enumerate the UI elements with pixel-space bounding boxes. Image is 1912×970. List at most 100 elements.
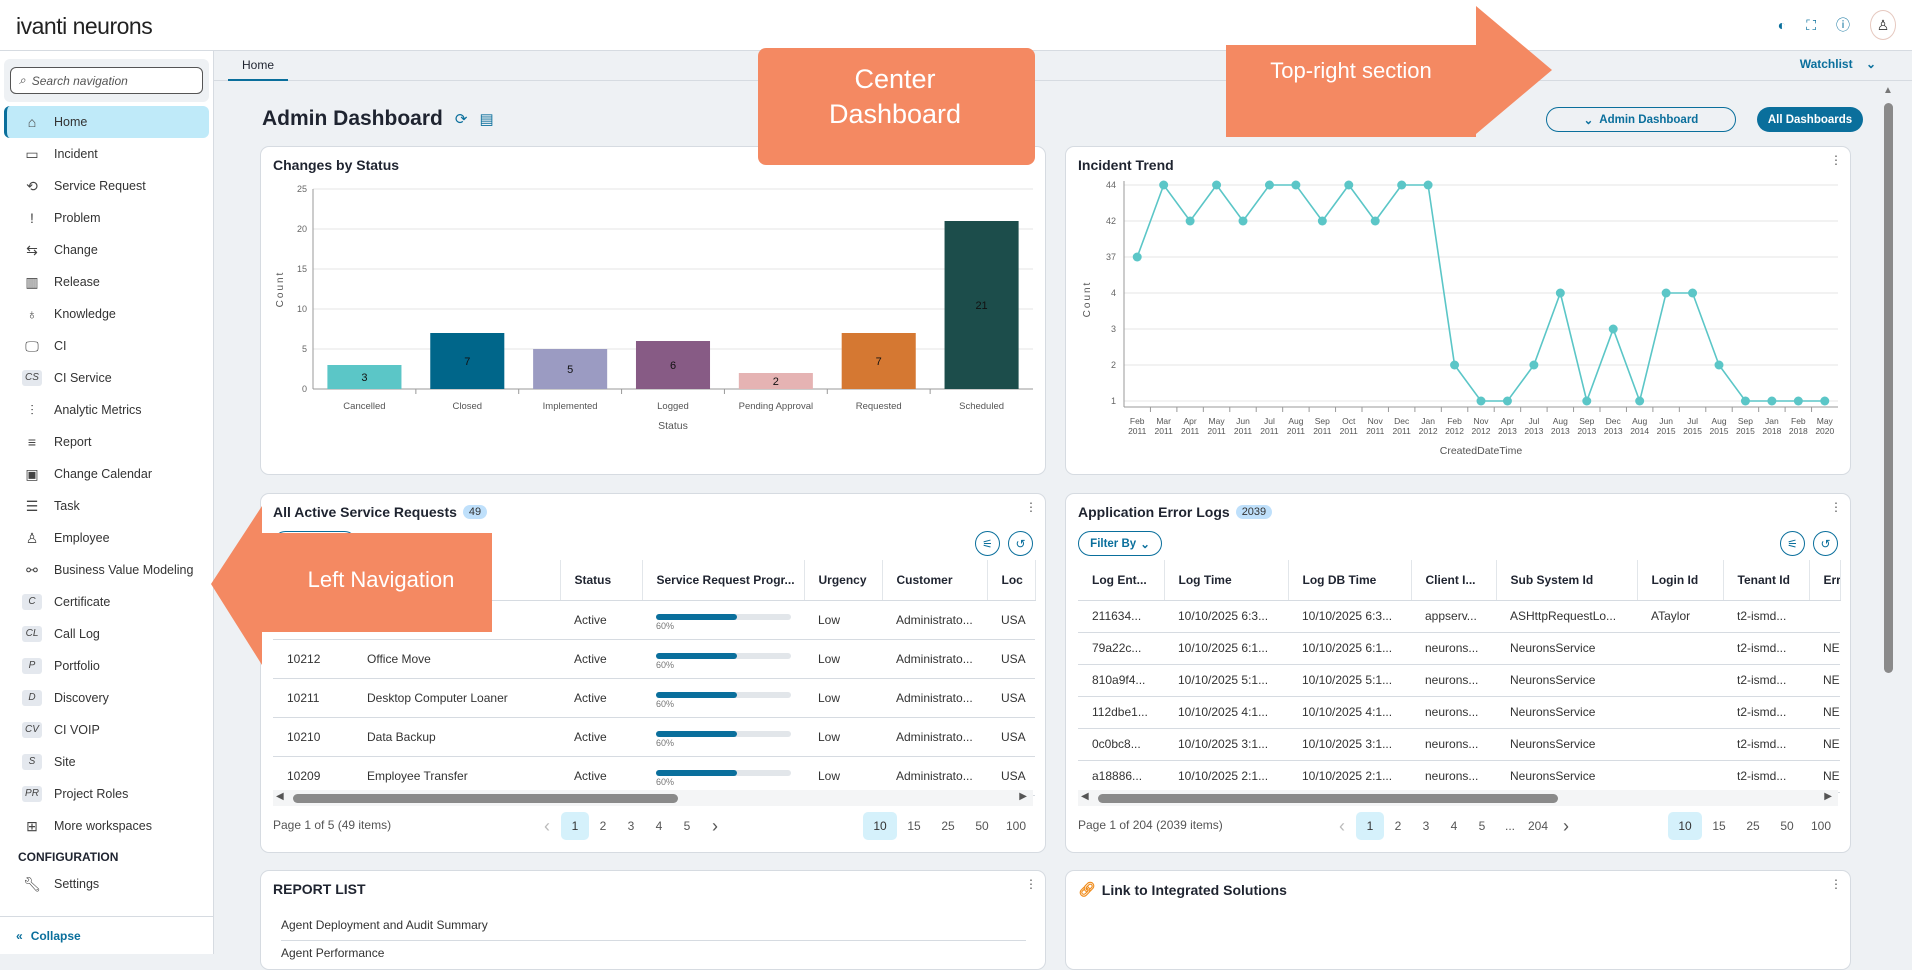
sidebar-item-more-workspaces[interactable]: ⊞ More workspaces <box>4 810 209 842</box>
sidebar-item-ci-service[interactable]: CS CI Service <box>4 362 209 394</box>
table-row[interactable]: 810a9f4... 10/10/2025 5:1... 10/10/2025 5:… <box>1078 664 1840 697</box>
table-row[interactable]: Active 60% Low Administrato... USA <box>273 600 1035 640</box>
column-header[interactable]: Login Id <box>1637 560 1724 601</box>
sidebar-item-employee[interactable]: ♙ Employee <box>4 522 209 554</box>
column-header[interactable]: Urgency <box>804 560 883 601</box>
page-size-option[interactable]: 15 <box>1712 819 1726 833</box>
search-navigation-input[interactable]: ⌕ Search navigation <box>10 67 203 94</box>
horizontal-scrollbar[interactable]: ◀ ▶ <box>273 790 1033 806</box>
page-button[interactable]: 1 <box>561 812 589 840</box>
column-header[interactable]: Log DB Time <box>1288 560 1412 601</box>
page-button[interactable]: 5 <box>683 819 691 833</box>
column-settings-button[interactable]: ⚟ <box>975 531 1000 556</box>
page-button[interactable]: 5 <box>1478 819 1486 833</box>
filter-by-button[interactable]: Filter By ⌄ <box>1078 531 1162 556</box>
prev-page-icon[interactable]: ‹ <box>544 816 550 836</box>
column-header[interactable]: Loc <box>987 560 1036 601</box>
next-page-icon[interactable]: › <box>712 816 718 836</box>
table-row[interactable]: 10210 Data Backup Active 60% Low Administrato… <box>273 717 1035 757</box>
table-row[interactable]: 211634... 10/10/2025 6:3... 10/10/2025 6:3… <box>1078 600 1840 633</box>
sidebar-item-service-request[interactable]: ⟲ Service Request <box>4 170 209 202</box>
page-vertical-scrollbar[interactable]: ▲ <box>1880 85 1896 954</box>
page-size-option[interactable]: 50 <box>1780 819 1794 833</box>
page-button[interactable]: 204 <box>1527 819 1549 833</box>
table-row[interactable]: 112dbe1... 10/10/2025 4:1... 10/10/2025 4:… <box>1078 696 1840 729</box>
column-header[interactable]: Status <box>560 560 643 601</box>
more-options-icon[interactable]: ⋮ <box>1025 500 1037 514</box>
sidebar-item-knowledge[interactable]: ♁ Knowledge <box>4 298 209 330</box>
page-button[interactable]: 3 <box>1422 819 1430 833</box>
table-row[interactable]: 0c0bc8... 10/10/2025 3:1... 10/10/2025 3:1… <box>1078 728 1840 761</box>
column-header[interactable]: Tenant Id <box>1723 560 1810 601</box>
layout-icon[interactable]: ▤ <box>479 111 494 128</box>
next-page-icon[interactable]: › <box>1563 816 1569 836</box>
watchlist-dropdown[interactable]: Watchlist ⌄ <box>1799 57 1876 71</box>
refresh-icon[interactable]: ⟳ <box>454 111 468 128</box>
page-button[interactable]: 4 <box>1450 819 1458 833</box>
more-options-icon[interactable]: ⋮ <box>1830 500 1842 514</box>
page-button[interactable]: 3 <box>627 819 635 833</box>
scroll-up-icon[interactable]: ▲ <box>1883 85 1893 96</box>
sidebar-item-portfolio[interactable]: P Portfolio <box>4 650 209 682</box>
sidebar-item-call-log[interactable]: CL Call Log <box>4 618 209 650</box>
page-size-option[interactable]: 25 <box>1746 819 1760 833</box>
page-size-option[interactable]: 100 <box>1005 819 1027 833</box>
sidebar-item-release[interactable]: ▥ Release <box>4 266 209 298</box>
report-link[interactable]: Agent Performance <box>281 946 385 960</box>
table-row[interactable]: 79a22c... 10/10/2025 6:1... 10/10/2025 6:1… <box>1078 632 1840 665</box>
table-row[interactable]: 10212 Office Move Active 60% Low Administrato… <box>273 639 1035 679</box>
column-header[interactable]: Sub System Id <box>1496 560 1638 601</box>
report-link[interactable]: Agent Deployment and Audit Summary <box>281 918 1026 941</box>
prev-page-icon[interactable]: ‹ <box>1339 816 1345 836</box>
page-size-option[interactable]: 50 <box>975 819 989 833</box>
sidebar-item-task[interactable]: ☰ Task <box>4 490 209 522</box>
horizontal-scrollbar[interactable]: ◀ ▶ <box>1078 790 1838 806</box>
page-button[interactable]: 2 <box>599 819 607 833</box>
column-header[interactable]: Error Co <box>1809 560 1841 601</box>
column-settings-button[interactable]: ⚟ <box>1780 531 1805 556</box>
contrast-icon[interactable]: ◐ <box>1777 17 1787 33</box>
page-size-option[interactable]: 25 <box>941 819 955 833</box>
page-size-option[interactable]: 100 <box>1810 819 1832 833</box>
column-header[interactable]: Log Ent... <box>1078 560 1165 601</box>
sidebar-item-certificate[interactable]: C Certificate <box>4 586 209 618</box>
table-row[interactable]: a18886... 10/10/2025 2:1... 10/10/2025 2:1… <box>1078 760 1840 793</box>
page-size-option[interactable]: 15 <box>907 819 921 833</box>
sidebar-item-change-calendar[interactable]: ▣ Change Calendar <box>4 458 209 490</box>
dashboard-select-dropdown[interactable]: ⌄ Admin Dashboard <box>1546 107 1736 132</box>
sidebar-item-incident[interactable]: ▭ Incident <box>4 138 209 170</box>
more-options-icon[interactable]: ⋮ <box>1025 877 1037 891</box>
reset-button[interactable]: ↺ <box>1813 531 1838 556</box>
table-row[interactable]: 10209 Employee Transfer Active 60% Low Admini… <box>273 756 1035 796</box>
column-header[interactable]: Customer <box>882 560 988 601</box>
reset-button[interactable]: ↺ <box>1008 531 1033 556</box>
column-header[interactable]: Client I... <box>1411 560 1497 601</box>
page-size-option[interactable]: 10 <box>1668 812 1702 840</box>
sidebar-item-settings[interactable]: 🔧︎ Settings <box>23 875 100 892</box>
sidebar-item-home[interactable]: ⌂ Home <box>4 106 209 138</box>
page-button[interactable]: 1 <box>1356 812 1384 840</box>
sidebar-item-discovery[interactable]: D Discovery <box>4 682 209 714</box>
sidebar-item-report[interactable]: ≡ Report <box>4 426 209 458</box>
sidebar-item-business-value-modeling[interactable]: ⚯ Business Value Modeling <box>4 554 209 586</box>
sidebar-item-ci-voip[interactable]: CV CI VOIP <box>4 714 209 746</box>
collapse-button[interactable]: «Collapse <box>0 916 213 954</box>
page-size-option[interactable]: 10 <box>863 812 897 840</box>
column-header[interactable]: Service Request Progr... <box>642 560 805 601</box>
sidebar-item-site[interactable]: S Site <box>4 746 209 778</box>
fullscreen-icon[interactable]: ⛶ <box>1806 16 1816 33</box>
sidebar-item-problem[interactable]: ! Problem <box>4 202 209 234</box>
all-dashboards-button[interactable]: All Dashboards <box>1757 107 1863 132</box>
filter-by-button[interactable]: Filter By ⌄ <box>273 531 357 556</box>
sidebar-item-analytic-metrics[interactable]: ⫶ Analytic Metrics <box>4 394 209 426</box>
tab-home[interactable]: Home <box>228 51 289 81</box>
table-row[interactable]: 10211 Desktop Computer Loaner Active 60% Low… <box>273 678 1035 718</box>
page-button[interactable]: ... <box>1504 819 1515 833</box>
sidebar-item-project-roles[interactable]: PR Project Roles <box>4 778 209 810</box>
sidebar-item-ci[interactable]: 🖵 CI <box>4 330 209 362</box>
user-avatar-icon[interactable]: ♙ <box>1870 10 1896 40</box>
column-header[interactable]: Log Time <box>1164 560 1289 601</box>
more-options-icon[interactable]: ⋮ <box>1830 877 1842 891</box>
page-button[interactable]: 4 <box>655 819 663 833</box>
sidebar-item-change[interactable]: ⇆ Change <box>4 234 209 266</box>
